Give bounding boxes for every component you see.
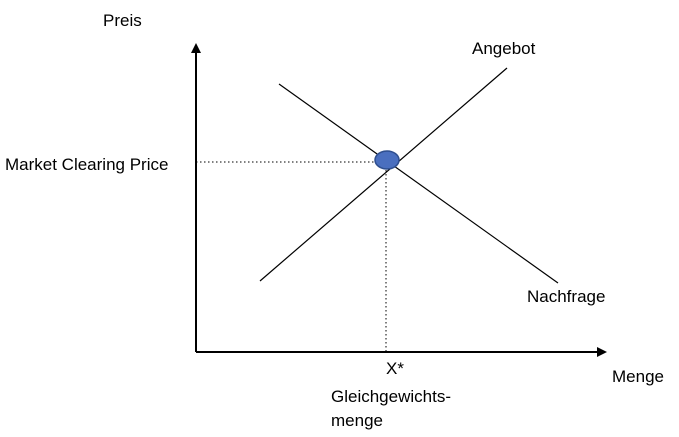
- supply-curve: [259, 67, 508, 282]
- equilibrium-quantity-label: X*: [386, 359, 404, 378]
- x-axis-label: Menge: [612, 367, 664, 386]
- demand-label: Nachfrage: [527, 287, 605, 306]
- market-clearing-price-label: Market Clearing Price: [5, 155, 168, 174]
- demand-curve: [278, 83, 559, 284]
- equilibrium-point: [374, 150, 400, 170]
- equilibrium-quantity-caption-line2: menge: [331, 411, 383, 430]
- supply-label: Angebot: [472, 39, 536, 58]
- equilibrium-quantity-caption-line1: Gleichgewichts-: [331, 387, 451, 406]
- y-axis-label: Preis: [103, 11, 142, 30]
